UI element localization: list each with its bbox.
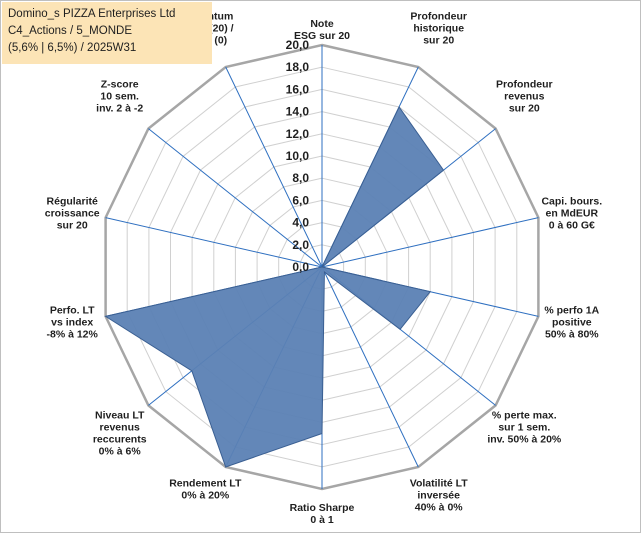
axis-label-3: Capi. bours. en MdEUR 0 à 60 G€ [541,195,602,231]
spoke-11 [105,217,323,268]
tick-label: 20,0 [286,38,310,52]
spoke-6 [321,266,419,468]
spoke-13 [225,66,323,268]
category-line: C4_Actions / 5_MONDE [8,25,132,37]
radar-tick-labels: 0,0 2,0 4,0 6,0 8,0 10,0 12,0 14,0 16,0 18,0 20,0 [286,38,310,274]
tick-label: 18,0 [286,60,310,74]
tick-label: 2,0 [292,238,309,252]
tick-label: 6,0 [292,193,309,207]
tick-label: 12,0 [286,127,310,141]
tick-label: 8,0 [292,171,309,185]
axis-label-4: % perfo 1A positive 50% à 80% [544,305,599,341]
series-area [104,106,445,468]
axis-label-1: Profondeur historique sur 20 [410,10,467,46]
tick-label: 10,0 [286,149,310,163]
axis-label-7: Ratio Sharpe 0 à 1 [290,502,355,526]
axis-label-9: Niveau LT revenus reccurents 0% à 6% [93,409,147,457]
chart-header: Domino_s PIZZA Enterprises Ltd C4_Action… [2,2,212,64]
axis-label-12: Z-score 10 sem. inv. 2 à -2 [96,79,143,115]
radar-series [104,106,445,468]
tick-label: 4,0 [292,216,309,230]
tick-label: 14,0 [286,105,310,119]
axis-label-8: Rendement LT 0% à 20% [169,478,242,502]
tick-label: 0,0 [292,260,309,274]
axis-label-10: Perfo. LT vs index -8% à 12% [47,305,99,341]
period-line: (5,6% | 6,5%) / 2025W31 [8,42,137,54]
axis-label-11: Régularité croissance sur 20 [45,195,100,231]
axis-label-0: Note ESG sur 20 [294,18,350,42]
tick-label: 16,0 [286,82,310,96]
axis-label-6: Volatilité LT inversée 40% à 0% [410,478,469,514]
axis-label-5: % perte max. sur 1 sem. inv. 50% à 20% [487,409,562,445]
spoke-3 [321,217,539,268]
axis-label-2: Profondeur revenus sur 20 [496,79,553,115]
company-name: Domino_s PIZZA Enterprises Ltd [8,8,176,20]
spoke-12 [148,128,323,268]
